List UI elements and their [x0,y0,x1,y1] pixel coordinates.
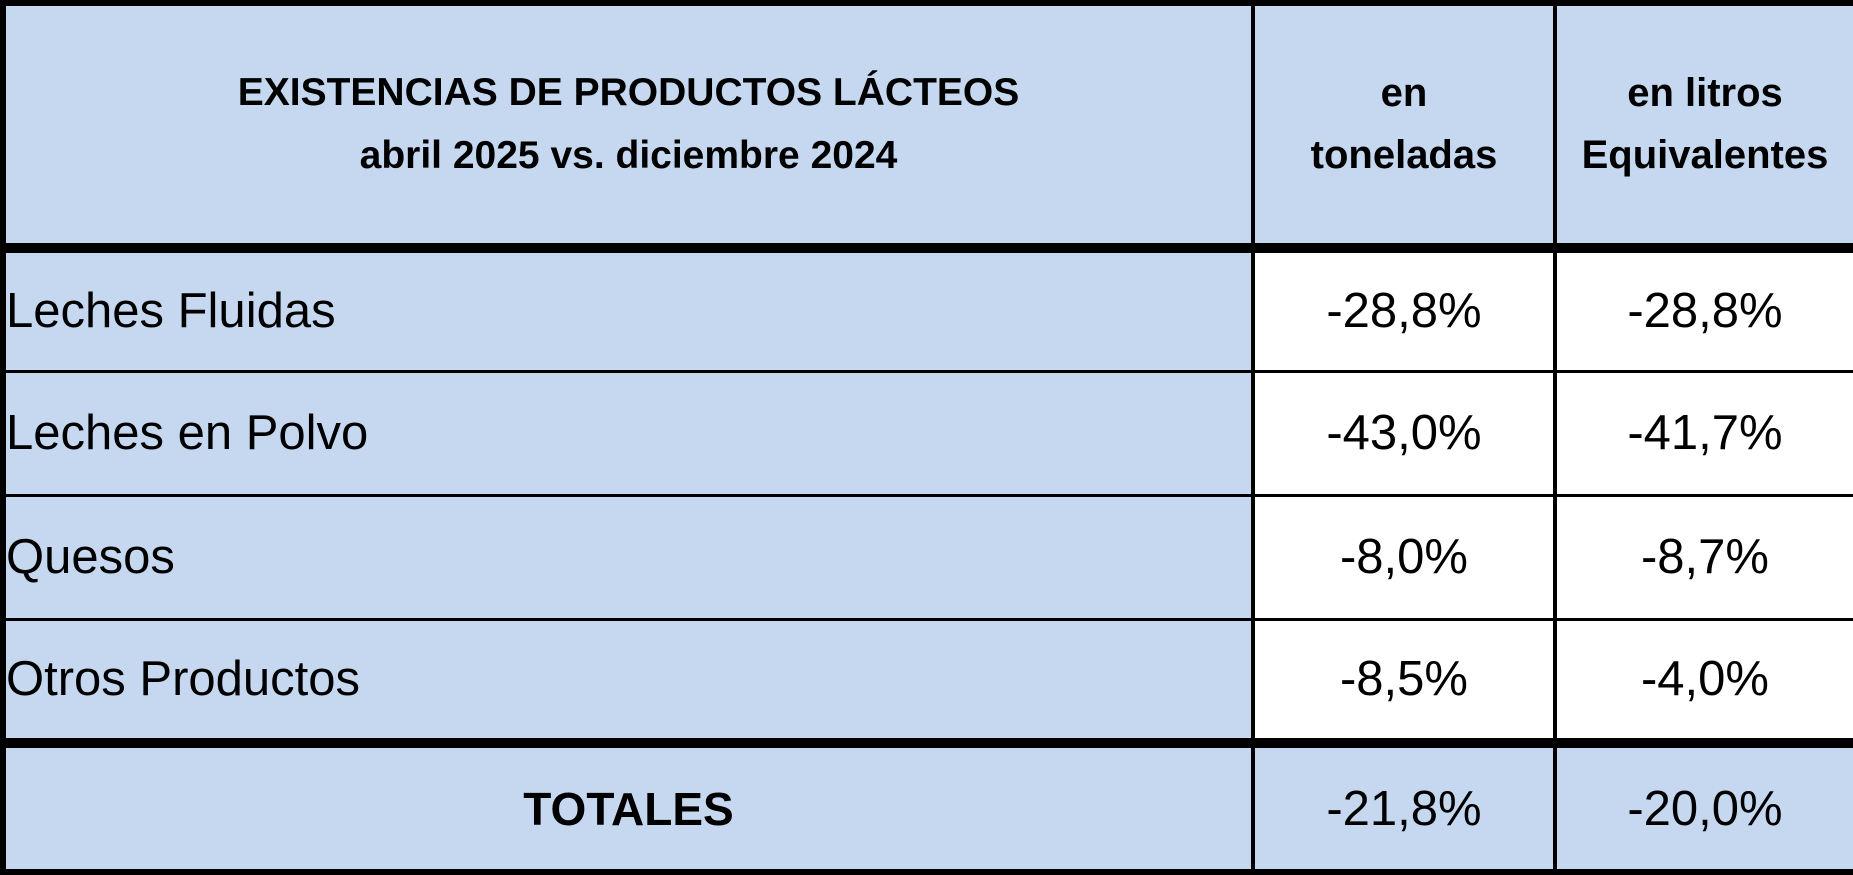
column-header-litros-line1: en litros [1627,71,1783,116]
table-row-leches-fluidas: Leches Fluidas -28,8% -28,8% [1,246,1853,374]
value-litros-equivalentes: -4,0% [1553,617,1853,745]
totals-value-toneladas: -21,8% [1251,738,1557,874]
row-label: Leches en Polvo [1,370,1255,497]
column-header-litros-equivalentes: en litros Equivalentes [1553,1,1853,253]
totals-value-litros-equivalentes: -20,0% [1553,738,1853,874]
column-header-toneladas: en toneladas [1251,1,1557,253]
totals-label: TOTALES [1,738,1255,874]
table-title: EXISTENCIAS DE PRODUCTOS LÁCTEOS abril 2… [1,1,1255,253]
value-toneladas: -28,8% [1251,246,1557,374]
table-row-leches-en-polvo: Leches en Polvo -43,0% -41,7% [1,370,1853,497]
table-title-line1: EXISTENCIAS DE PRODUCTOS LÁCTEOS [237,71,1020,115]
table-row-totales: TOTALES -21,8% -20,0% [1,738,1853,874]
value-toneladas: -8,0% [1251,493,1557,621]
column-header-litros-line2: Equivalentes [1581,133,1829,178]
row-label: Leches Fluidas [1,246,1255,374]
column-header-toneladas-line2: toneladas [1310,133,1498,178]
value-litros-equivalentes: -41,7% [1553,370,1853,497]
value-toneladas: -43,0% [1251,370,1557,497]
table-title-line2: abril 2025 vs. diciembre 2024 [359,134,898,178]
table-row-quesos: Quesos -8,0% -8,7% [1,493,1853,621]
row-label: Quesos [1,493,1255,621]
value-toneladas: -8,5% [1251,617,1557,745]
table-row-otros-productos: Otros Productos -8,5% -4,0% [1,617,1853,745]
column-header-toneladas-line1: en [1380,71,1428,116]
value-litros-equivalentes: -8,7% [1553,493,1853,621]
table-header-row: EXISTENCIAS DE PRODUCTOS LÁCTEOS abril 2… [1,1,1853,253]
value-litros-equivalentes: -28,8% [1553,246,1853,374]
row-label: Otros Productos [1,617,1255,745]
